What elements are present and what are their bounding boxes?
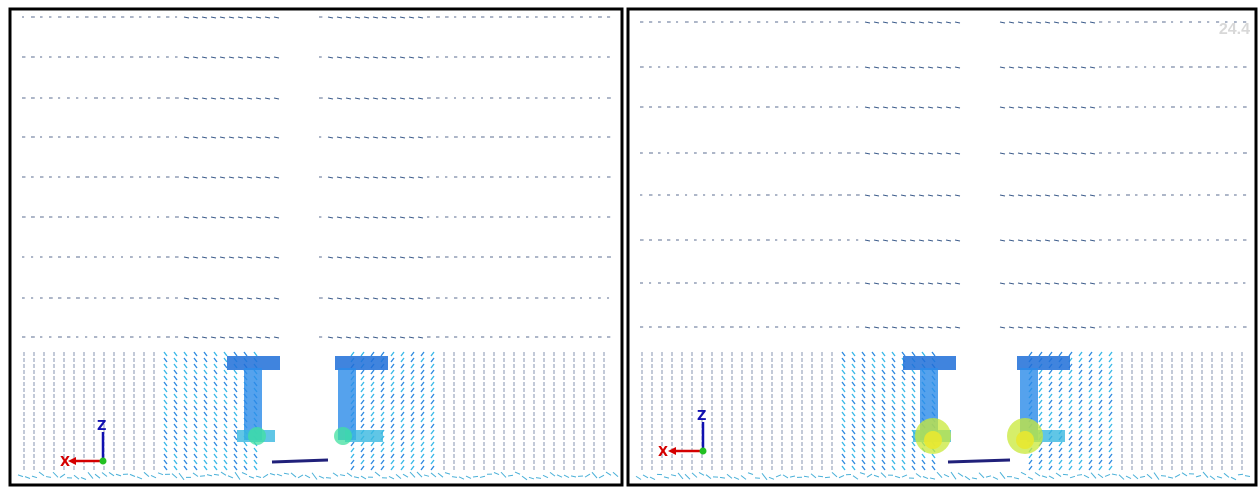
high-velocity xyxy=(924,431,942,449)
x-axis-label: X xyxy=(60,455,70,470)
origin xyxy=(700,448,707,455)
page: {"panels": [ {"axes": {"x": "X", "z": "Z… xyxy=(0,0,1259,488)
high-velocity xyxy=(1016,431,1034,449)
vector xyxy=(818,476,823,477)
high-velocity xyxy=(248,427,266,445)
body-part xyxy=(1017,356,1070,370)
body-part xyxy=(227,356,280,370)
time-overlay: 24.4 xyxy=(1219,21,1250,38)
floor-line xyxy=(948,460,1010,462)
floor-line xyxy=(272,460,328,462)
vector xyxy=(1238,474,1243,475)
x-axis-label: X xyxy=(658,445,668,460)
vector xyxy=(200,476,205,477)
vector xyxy=(473,476,478,477)
vector xyxy=(1077,475,1082,476)
panel-frame xyxy=(10,9,622,485)
body-part xyxy=(335,356,388,370)
figure: X Z X Z 24.4 xyxy=(0,0,1259,488)
right-panel: X Z 24.4 xyxy=(628,9,1256,485)
z-axis-label: Z xyxy=(697,409,706,424)
vector xyxy=(326,478,331,479)
body-part xyxy=(903,356,956,370)
left-panel: X Z xyxy=(10,9,622,485)
z-axis-label: Z xyxy=(97,419,106,434)
origin xyxy=(100,458,107,465)
high-velocity xyxy=(334,427,352,445)
